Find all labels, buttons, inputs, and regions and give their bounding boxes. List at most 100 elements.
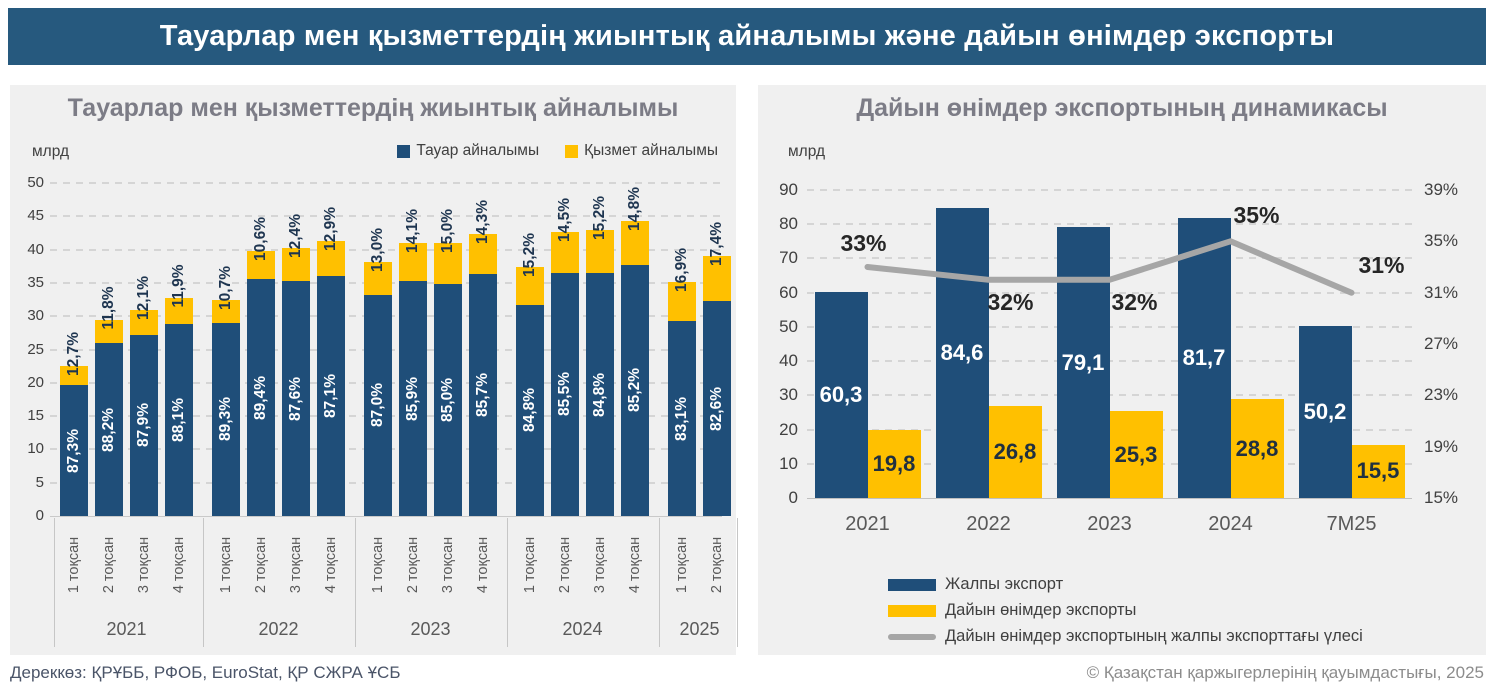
y-tick-label: 35 (27, 273, 44, 291)
y-tick-label: 15 (27, 407, 44, 425)
goods-share-label: 88,1% (170, 397, 187, 442)
x-category-label: 4 тоқсан (171, 536, 187, 594)
services-share-label: 11,9% (170, 263, 187, 308)
services-bar-segment (60, 366, 88, 386)
services-swatch-icon (565, 144, 579, 158)
export-unit-label: млрд (788, 143, 826, 160)
legend-label-services: Қызмет айналымы (584, 142, 718, 159)
goods-share-label: 89,3% (217, 397, 234, 442)
x-category-label: 1 тоқсан (370, 536, 386, 594)
goods-swatch-icon (397, 144, 411, 158)
services-bar-segment (668, 281, 696, 322)
y-tick-label: 5 (35, 473, 44, 491)
x-category-label: 2022 (966, 513, 1011, 535)
y-tick-label: 40 (27, 240, 44, 258)
gridline (807, 360, 1412, 363)
services-bar-segment (469, 233, 497, 274)
gridline (50, 182, 722, 184)
goods-share-label: 82,6% (708, 386, 725, 431)
x-category-label: 2 тоқсан (405, 536, 421, 594)
services-share-label: 14,3% (474, 199, 491, 244)
services-bar-segment (586, 229, 614, 274)
export-plot-area: 0 10 20 30 40 50 60 70 80 90 15% 19% 23% 27% 31% 35% 39%… (758, 85, 1486, 655)
x-category-label: 1 тоқсан (522, 536, 538, 594)
services-share-label: 16,9% (673, 247, 690, 292)
goods-share-label: 85,7% (474, 373, 491, 417)
right-tick-label: 15% (1424, 488, 1459, 507)
x-category-label: 2024 (1208, 513, 1253, 535)
turnover-unit-label: млрд (32, 143, 70, 160)
total-export-value-label: 84,6 (940, 340, 984, 366)
y-tick-label: 10 (27, 440, 44, 458)
goods-share-label: 84,8% (591, 372, 608, 417)
goods-share-label: 87,3% (65, 428, 82, 473)
export-legend: Жалпы экспорт Дайын өнімдер экспорты Дай… (888, 575, 1363, 646)
services-share-label: 12,4% (287, 214, 304, 259)
total-export-bar (1177, 218, 1231, 498)
goods-bar-segment (282, 281, 310, 516)
right-tick-label: 27% (1424, 334, 1459, 353)
share-line (864, 238, 1355, 296)
goods-bar-segment (668, 321, 696, 516)
left-tick-label: 80 (779, 214, 798, 234)
total-export-bar (935, 208, 989, 498)
export-chart-panel: Дайын өнімдер экспортының динамикасы млр… (758, 85, 1486, 655)
left-tick-label: 90 (779, 180, 798, 199)
legend-item-services: Қызмет айналымы (565, 142, 718, 160)
share-percent-label: 32% (1111, 288, 1158, 315)
services-bar-segment (247, 250, 275, 280)
x-category-label: 2021 (845, 513, 890, 535)
goods-share-label: 87,1% (322, 374, 339, 419)
services-share-label: 12,9% (322, 206, 339, 251)
legend-item-share-line: Дайын өнімдер экспортының жалпы экспортт… (888, 627, 1363, 646)
finished-export-bar (988, 406, 1042, 498)
left-tick-label: 50 (779, 316, 798, 336)
finished-export-bar (867, 430, 921, 498)
goods-share-label: 85,9% (404, 376, 421, 421)
goods-bar-segment (703, 301, 731, 516)
services-share-label: 10,6% (252, 216, 269, 261)
goods-bar-segment (516, 304, 544, 516)
services-bar-segment (130, 309, 158, 335)
goods-share-label: 85,2% (626, 368, 643, 413)
legend-label-finished-export: Дайын өнімдер экспорты (945, 601, 1137, 619)
goods-bar-segment (399, 281, 427, 516)
x-category-label: 2 тоқсан (557, 536, 573, 594)
y-tick-label: 45 (27, 207, 44, 225)
x-category-label: 3 тоқсан (592, 536, 608, 594)
goods-share-label: 85,5% (556, 372, 573, 417)
x-category-label: 2 тоқсан (253, 536, 269, 594)
left-tick-label: 40 (779, 351, 798, 371)
services-bar-segment (165, 297, 193, 324)
services-bar-segment (317, 240, 345, 277)
services-share-label: 11,8% (100, 286, 117, 330)
total-export-value-label: 81,7 (1182, 345, 1226, 371)
goods-share-label: 87,0% (369, 383, 386, 428)
goods-share-label: 89,4% (252, 375, 269, 420)
turnover-plot-area: 0 5 10 15 20 25 30 35 40 45 50 87,3% 12,7% 1 тоқсан 88… (10, 85, 738, 655)
services-bar-segment (621, 220, 649, 265)
services-share-label: 14,8% (626, 186, 643, 231)
services-bar-segment (95, 320, 123, 344)
services-bar-segment (399, 242, 427, 282)
services-share-label: 15,0% (439, 208, 456, 253)
services-share-label: 14,5% (556, 197, 573, 242)
finished-export-bar (1109, 411, 1163, 498)
gridline (50, 248, 722, 251)
finished-export-value-label: 19,8 (872, 451, 916, 477)
left-tick-label: 60 (779, 282, 798, 302)
group-divider (202, 518, 204, 647)
x-category-label: 4 тоқсан (627, 536, 643, 594)
x-category-label: 2023 (1087, 513, 1132, 535)
goods-bar-segment (95, 343, 123, 516)
total-export-bar (1056, 227, 1110, 498)
left-tick-label: 10 (779, 453, 798, 473)
x-category-label: 1 тоқсан (218, 536, 234, 594)
x-category-label: 2 тоқсан (709, 536, 725, 594)
services-share-label: 15,2% (591, 195, 608, 240)
goods-share-label: 84,8% (521, 388, 538, 433)
x-axis-line (807, 498, 1412, 499)
finished-export-value-label: 15,5 (1356, 458, 1400, 484)
x-category-label: 3 тоқсан (288, 536, 304, 594)
group-divider (54, 518, 55, 647)
